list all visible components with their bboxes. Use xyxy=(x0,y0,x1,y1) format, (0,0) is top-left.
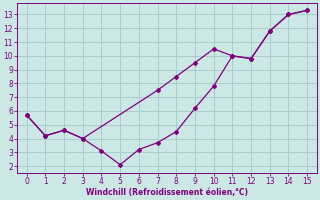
X-axis label: Windchill (Refroidissement éolien,°C): Windchill (Refroidissement éolien,°C) xyxy=(86,188,248,197)
